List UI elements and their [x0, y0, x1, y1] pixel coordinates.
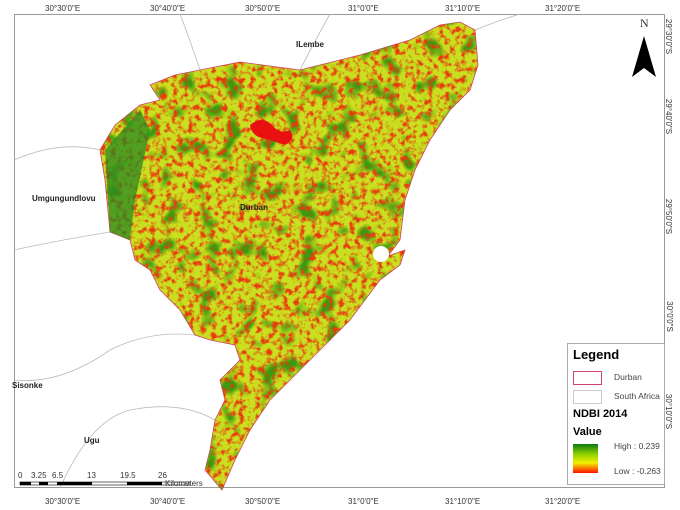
- lon-label-top: 30°30'0"E: [45, 4, 81, 13]
- lat-label-right: 29°40'0"S: [664, 98, 674, 135]
- legend-high: High : 0.239: [614, 441, 660, 451]
- legend-label-durban: Durban: [614, 372, 642, 382]
- place-sisonke: Sisonke: [12, 381, 43, 390]
- lon-label-top: 30°50'0"E: [245, 4, 281, 13]
- lon-label-top: 31°0'0"E: [348, 4, 379, 13]
- lat-label-right: 29°30'0"S: [664, 18, 674, 55]
- scale-tick: 0: [18, 471, 23, 480]
- lon-label-bottom: 31°0'0"E: [348, 497, 379, 506]
- lat-label-left: 29°50'0"S: [0, 199, 1, 234]
- legend-layer-title: NDBI 2014: [573, 408, 628, 420]
- lat-label-right: 29°50'0"S: [664, 198, 674, 235]
- scale-tick: 6.5: [52, 471, 64, 480]
- legend-title: Legend: [573, 347, 620, 362]
- legend-swatch-south-africa: [573, 390, 602, 404]
- lat-label-left: 30°10'0"S: [0, 394, 1, 429]
- scale-tick: 19.5: [120, 471, 136, 480]
- lon-label-bottom: 31°20'0"E: [545, 497, 581, 506]
- lat-label-left: 29°40'0"S: [0, 99, 1, 134]
- place-ilembe: ILembe: [296, 40, 325, 49]
- legend-swatch-durban: [573, 371, 602, 385]
- scale-unit: Kilometers: [165, 479, 203, 488]
- lat-label-right: 30°0'0"S: [664, 301, 674, 332]
- lon-label-bottom: 30°50'0"E: [245, 497, 281, 506]
- scale-bar: [19, 481, 191, 486]
- lon-label-top: 31°10'0"E: [445, 4, 481, 13]
- lon-label-top: 31°20'0"E: [545, 4, 581, 13]
- lat-label-left: 30°0'0"S: [0, 301, 2, 332]
- lon-label-top: 30°40'0"E: [150, 4, 186, 13]
- dam-water: [250, 120, 293, 145]
- lat-label-right: 30°10'0"S: [664, 393, 674, 430]
- lon-label-bottom: 30°30'0"E: [45, 497, 81, 506]
- place-umgungundlovu: Umgungundlovu: [32, 194, 96, 203]
- north-arrow: [632, 36, 656, 77]
- north-label: N: [640, 16, 649, 30]
- legend-value-title: Value: [573, 426, 602, 438]
- map-frame: [14, 14, 665, 488]
- lat-label-left: 29°30'0"S: [0, 19, 1, 54]
- place-ugu: Ugu: [84, 436, 100, 445]
- legend: Legend Durban South Africa NDBI 2014 Val…: [567, 343, 665, 485]
- scale-tick: 3.25: [31, 471, 47, 480]
- lon-label-bottom: 31°10'0"E: [445, 497, 481, 506]
- scale-tick: 26: [158, 471, 167, 480]
- legend-label-south-africa: South Africa: [614, 391, 660, 401]
- durban-ndbi-raster: [99, 21, 479, 491]
- district-boundaries: [13, 13, 521, 489]
- scale-tick: 13: [87, 471, 96, 480]
- legend-low: Low : -0.263: [614, 466, 661, 476]
- legend-color-ramp: [573, 444, 598, 473]
- place-durban: Durban: [240, 203, 268, 212]
- lon-label-bottom: 30°40'0"E: [150, 497, 186, 506]
